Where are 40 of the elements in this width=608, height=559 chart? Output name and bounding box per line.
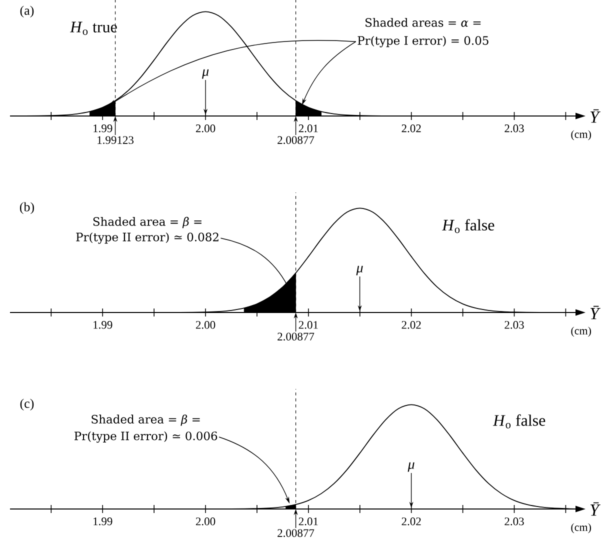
annotation: Shaded area = β = <box>93 216 202 228</box>
annotation: Pr(type I error) = 0.05 <box>358 36 488 48</box>
x-tick-label: 2.03 <box>504 124 524 132</box>
x-tick-label: 2.00 <box>196 321 216 329</box>
x-axis-title: Ȳ <box>590 502 600 516</box>
text: (cm) <box>571 130 592 140</box>
ref-line-label: 1.99123 <box>98 136 134 144</box>
annotation: H$_{o}$ false <box>442 219 494 234</box>
annotation: H$_{o}$ false <box>492 414 546 428</box>
ref-line-label: 2.00877 <box>278 136 314 144</box>
annotation: H$_{o}$ true <box>70 22 117 35</box>
x-tick-label: 2.02 <box>402 518 421 526</box>
chart-title: (a) <box>20 6 34 18</box>
chart-title: (c) <box>20 398 34 411</box>
chart-title: (b) <box>20 202 34 214</box>
x-tick-label: 2.03 <box>504 321 524 329</box>
annotation: Pr(type II error) ≃ 0.006 <box>74 431 218 443</box>
x-tick-label: 2.00 <box>196 124 216 132</box>
annotation: Pr(type II error) ≃ 0.082 <box>76 232 218 244</box>
ref-line-label: 2.00877 <box>278 529 314 538</box>
x-tick-label: 1.99 <box>94 518 112 526</box>
x-tick-label: 2.03 <box>504 518 524 526</box>
x-axis-title: Ȳ <box>590 306 600 320</box>
x-axis-title: Ȳ <box>590 109 600 123</box>
x-tick-label: 2.02 <box>402 321 421 329</box>
x-tick-label: 2.02 <box>402 124 421 132</box>
text: (cm) <box>571 523 592 534</box>
text: (cm) <box>571 326 592 337</box>
annotation: μ <box>408 462 414 472</box>
annotation: μ <box>202 69 209 79</box>
annotation: μ <box>356 266 363 276</box>
x-tick-label: 2.01 <box>298 518 318 526</box>
annotation: Shaded area = β = <box>92 414 200 426</box>
x-tick-label: 2.01 <box>298 124 318 132</box>
x-tick-label: 2.00 <box>196 518 216 526</box>
annotation: Shaded areas = α = <box>366 18 481 27</box>
ref-line-label: 2.00877 <box>278 332 314 341</box>
x-tick-label: 1.99 <box>94 321 112 329</box>
x-tick-label: 2.01 <box>298 321 318 329</box>
x-tick-label: 1.99 <box>94 124 112 132</box>
